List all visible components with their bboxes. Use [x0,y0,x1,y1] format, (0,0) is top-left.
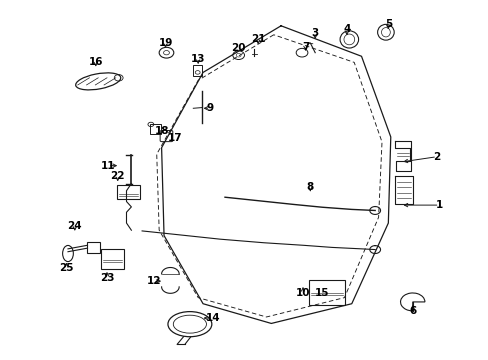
Text: 25: 25 [59,263,74,273]
Text: 15: 15 [315,288,329,298]
Text: 19: 19 [158,38,172,48]
Text: 23: 23 [100,273,114,283]
Text: 2: 2 [432,152,440,162]
Text: 7: 7 [301,42,308,51]
Text: 17: 17 [167,133,182,143]
Text: 12: 12 [147,276,161,286]
Text: 11: 11 [101,161,115,171]
Text: 20: 20 [231,43,245,53]
Text: 14: 14 [205,313,220,323]
Text: 6: 6 [408,306,415,316]
Text: 4: 4 [343,24,350,35]
Text: 18: 18 [154,126,168,135]
Text: 21: 21 [250,35,265,44]
Text: 5: 5 [384,19,391,29]
Text: 10: 10 [295,288,309,298]
Text: 3: 3 [311,28,318,38]
Text: 1: 1 [435,200,442,210]
Text: 8: 8 [306,182,313,192]
Text: 22: 22 [110,171,125,181]
Text: 16: 16 [88,57,103,67]
Text: 24: 24 [67,221,82,231]
Text: 9: 9 [206,103,213,113]
Text: 13: 13 [190,54,205,64]
